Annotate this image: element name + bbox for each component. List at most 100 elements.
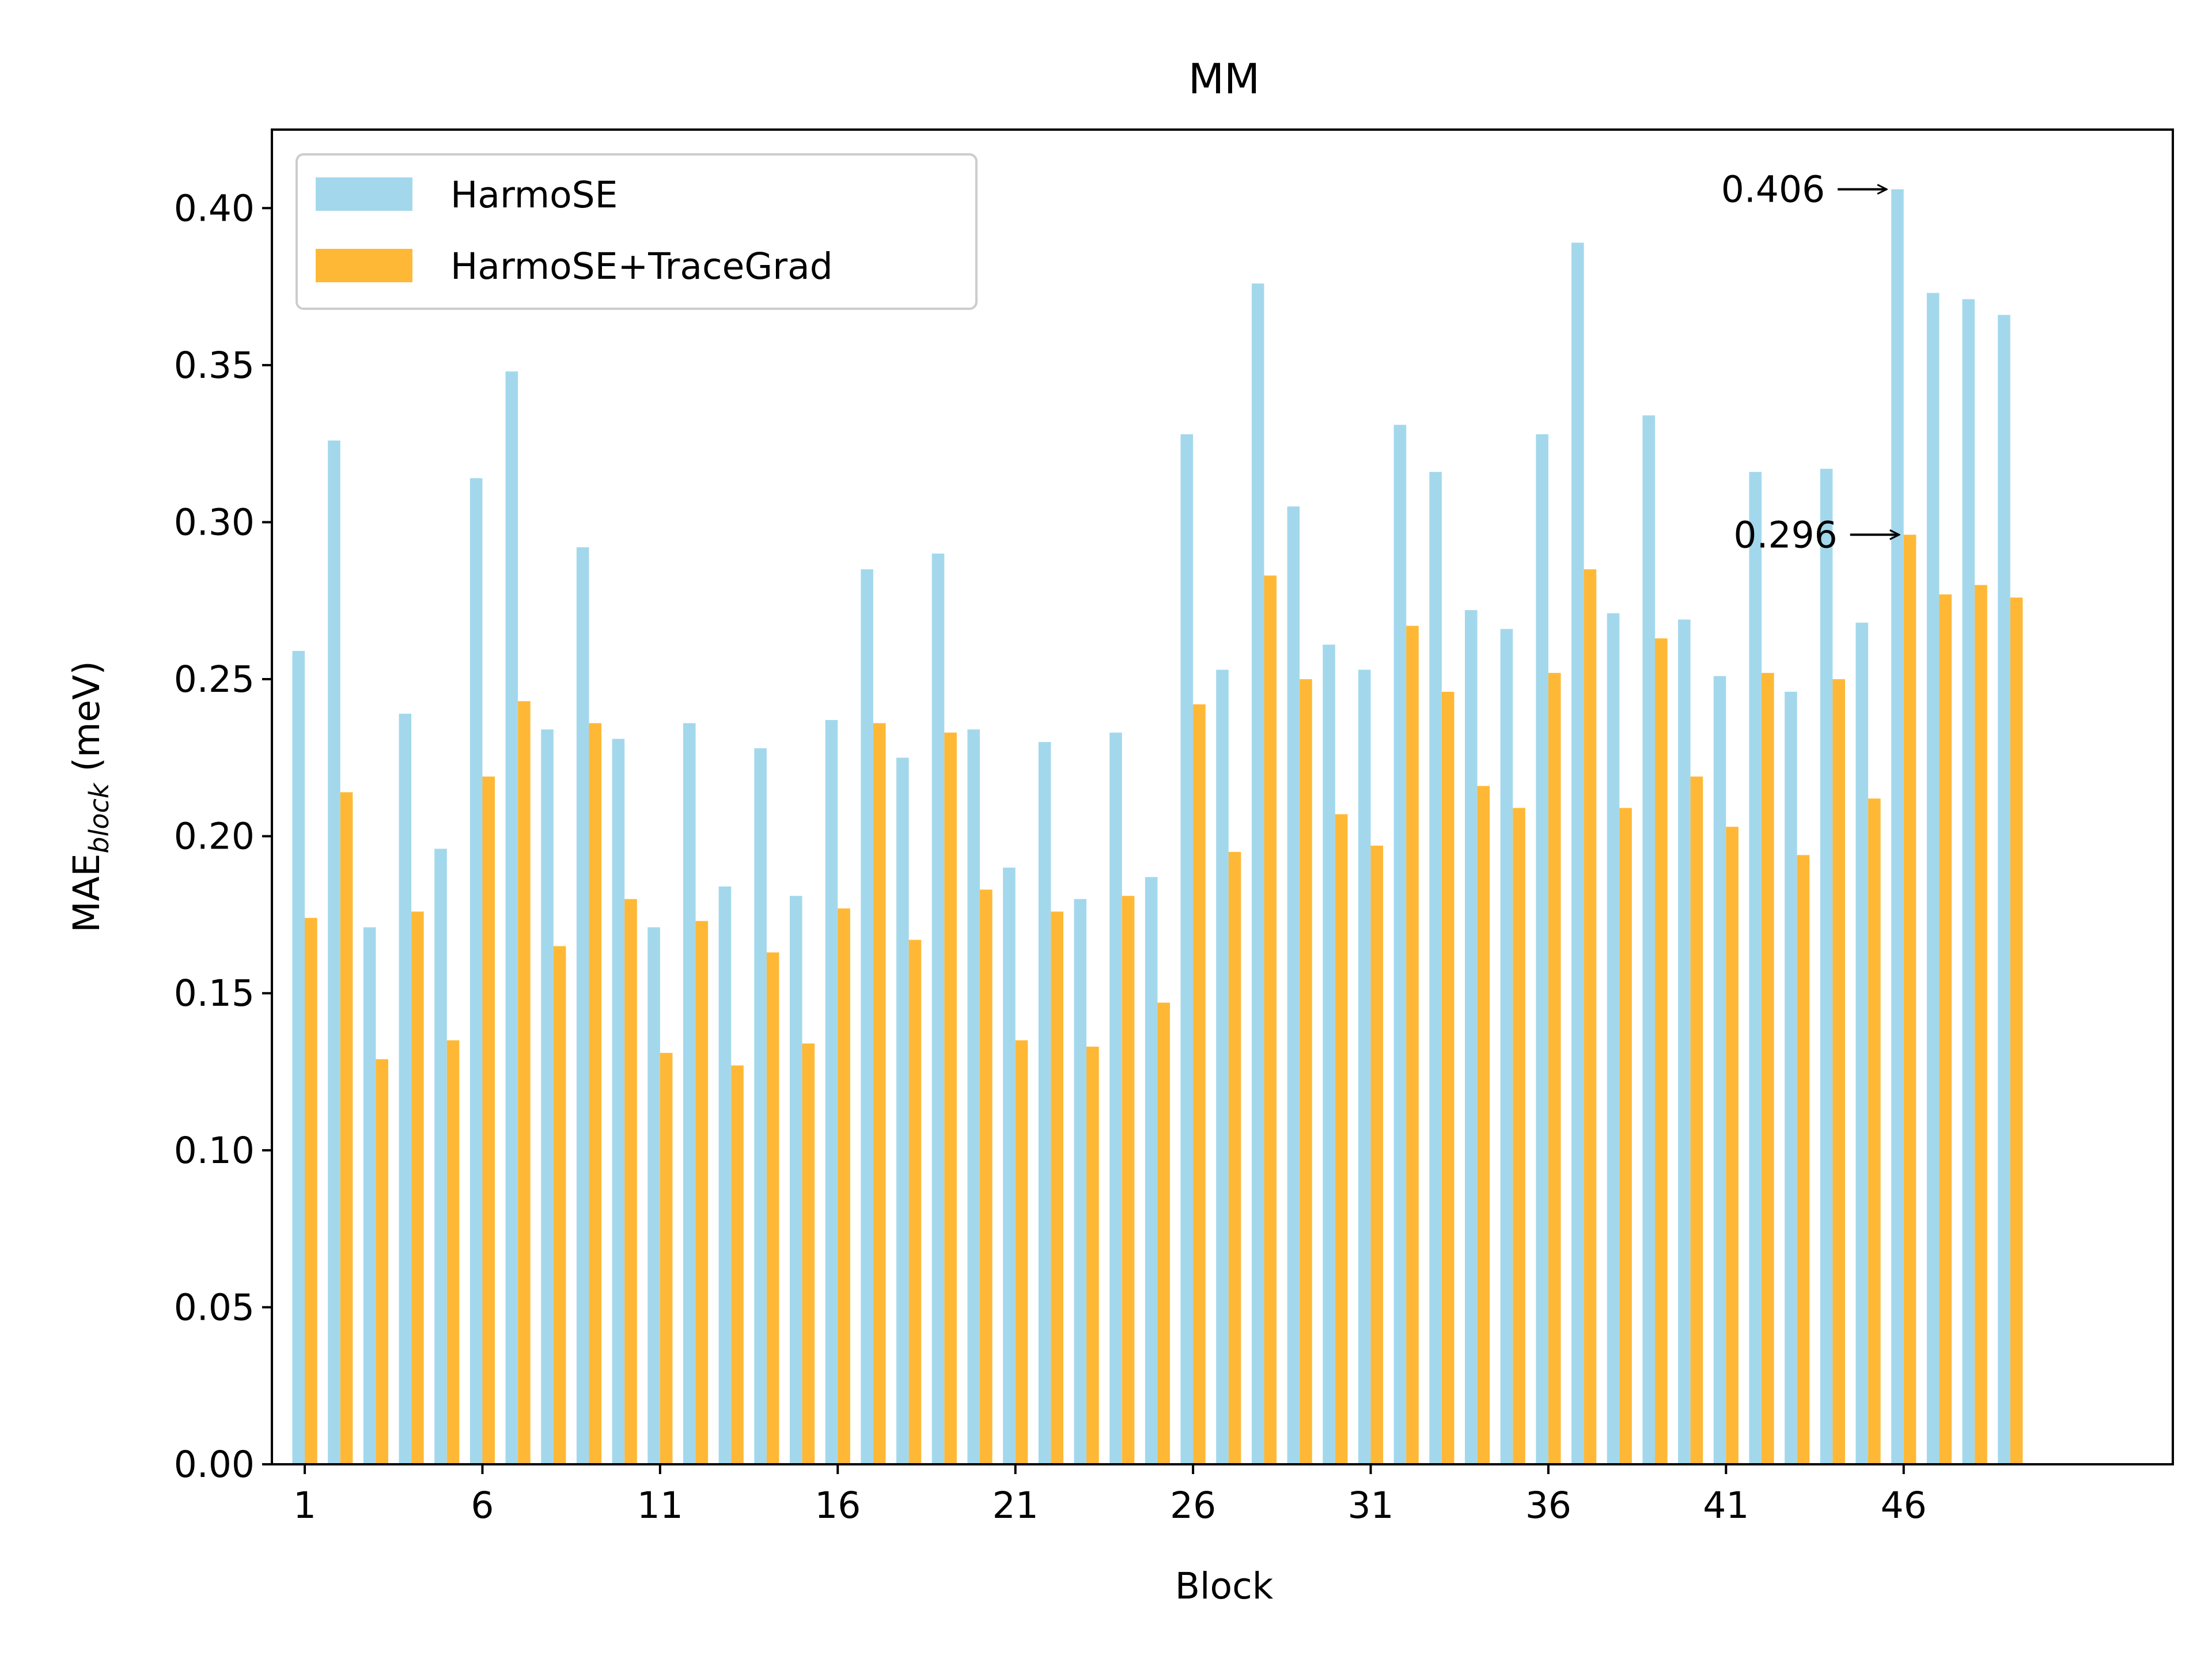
plot-area bbox=[292, 189, 2023, 1465]
bar-harmose-tracegrad-block-23 bbox=[1086, 1046, 1099, 1464]
bar-harmose-tracegrad-block-43 bbox=[1797, 855, 1810, 1464]
bar-harmose-tracegrad-block-6 bbox=[482, 777, 495, 1464]
bar-harmose-block-46 bbox=[1891, 189, 1904, 1464]
chart-title: MM bbox=[1188, 55, 1260, 103]
bar-harmose-block-9 bbox=[576, 547, 589, 1464]
legend: HarmoSE HarmoSE+TraceGrad bbox=[296, 153, 978, 310]
bar-harmose-tracegrad-block-29 bbox=[1300, 679, 1312, 1464]
bar-harmose-block-49 bbox=[1998, 315, 2010, 1464]
bar-harmose-block-13 bbox=[718, 886, 732, 1464]
bar-harmose-tracegrad-block-33 bbox=[1441, 691, 1455, 1464]
bar-harmose-block-34 bbox=[1464, 610, 1478, 1464]
bar-harmose-tracegrad-block-9 bbox=[589, 723, 602, 1464]
y-axis-label-unit: (meV) bbox=[66, 661, 108, 783]
x-axis-label: Block bbox=[1175, 1565, 1274, 1607]
bar-harmose-tracegrad-block-14 bbox=[766, 952, 779, 1464]
bar-harmose-block-10 bbox=[612, 738, 625, 1464]
bar-harmose-block-30 bbox=[1323, 645, 1335, 1464]
annotation-label: 0.296 bbox=[1733, 514, 1837, 556]
annotations: 0.406 0.296 bbox=[1721, 169, 1899, 556]
y-axis: 0.00 0.05 0.10 0.15 0.20 0.25 0.30 0.35 0.40 bbox=[174, 187, 272, 1486]
bar-harmose-block-36 bbox=[1536, 434, 1548, 1464]
bar-harmose-tracegrad-block-44 bbox=[1832, 679, 1845, 1464]
bar-harmose-block-33 bbox=[1429, 472, 1442, 1464]
bar-harmose-tracegrad-block-5 bbox=[446, 1040, 460, 1464]
bar-harmose-block-15 bbox=[790, 896, 802, 1464]
bar-harmose-block-20 bbox=[967, 729, 980, 1464]
bar-harmose-block-28 bbox=[1251, 283, 1264, 1464]
bar-harmose-tracegrad-block-31 bbox=[1370, 846, 1384, 1464]
bar-harmose-tracegrad-block-12 bbox=[695, 921, 709, 1464]
bar-harmose-block-24 bbox=[1109, 732, 1122, 1464]
bar-harmose-tracegrad-block-37 bbox=[1584, 569, 1597, 1464]
bar-harmose-block-48 bbox=[1962, 299, 1975, 1464]
y-axis-label-subscript: block bbox=[84, 782, 115, 853]
legend-label-harmose: HarmoSE bbox=[450, 174, 618, 216]
x-tick-label: 46 bbox=[1881, 1484, 1927, 1527]
bar-harmose-block-5 bbox=[434, 849, 447, 1464]
bar-harmose-block-41 bbox=[1713, 676, 1726, 1464]
bar-harmose-tracegrad-block-27 bbox=[1228, 851, 1241, 1464]
bar-harmose-tracegrad-block-28 bbox=[1264, 575, 1277, 1464]
bar-harmose-block-7 bbox=[505, 371, 518, 1464]
x-tick-label: 31 bbox=[1347, 1484, 1393, 1527]
bar-harmose-block-37 bbox=[1571, 243, 1584, 1464]
annotation-label: 0.406 bbox=[1721, 169, 1825, 211]
y-axis-label: MAEblock (meV) bbox=[66, 661, 115, 933]
bar-harmose-tracegrad-block-3 bbox=[376, 1059, 389, 1464]
bar-harmose-block-44 bbox=[1820, 468, 1833, 1464]
bar-harmose-block-26 bbox=[1180, 434, 1194, 1464]
bar-harmose-block-17 bbox=[861, 569, 873, 1464]
bar-harmose-tracegrad-block-15 bbox=[802, 1043, 815, 1464]
bar-harmose-tracegrad-block-16 bbox=[838, 908, 850, 1464]
bar-harmose-tracegrad-block-7 bbox=[518, 701, 531, 1464]
bar-harmose-tracegrad-block-36 bbox=[1548, 673, 1561, 1464]
bar-harmose-block-45 bbox=[1855, 622, 1869, 1464]
bar-harmose-tracegrad-block-4 bbox=[411, 911, 424, 1464]
bar-harmose-block-8 bbox=[541, 729, 554, 1464]
y-tick-label: 0.30 bbox=[174, 501, 255, 543]
y-axis-label-main: MAE bbox=[66, 854, 108, 933]
bar-harmose-tracegrad-block-46 bbox=[1903, 535, 1916, 1464]
bar-harmose-block-23 bbox=[1074, 899, 1087, 1464]
bar-harmose-tracegrad-block-13 bbox=[731, 1065, 744, 1464]
bar-harmose-tracegrad-block-48 bbox=[1975, 585, 1987, 1464]
bar-harmose-block-40 bbox=[1678, 619, 1691, 1464]
bar-harmose-tracegrad-block-40 bbox=[1690, 777, 1703, 1464]
x-tick-label: 41 bbox=[1703, 1484, 1749, 1527]
bar-harmose-tracegrad-block-21 bbox=[1015, 1040, 1028, 1464]
bar-harmose-block-22 bbox=[1038, 742, 1051, 1464]
x-tick-label: 26 bbox=[1170, 1484, 1216, 1527]
bar-harmose-block-32 bbox=[1393, 425, 1407, 1464]
x-tick-label: 21 bbox=[993, 1484, 1039, 1527]
bar-harmose-tracegrad-block-41 bbox=[1726, 827, 1738, 1464]
legend-swatch-harmose-tracegrad bbox=[316, 249, 412, 282]
y-tick-label: 0.05 bbox=[174, 1286, 255, 1328]
bar-harmose-tracegrad-block-47 bbox=[1939, 594, 1952, 1464]
bar-harmose-tracegrad-block-35 bbox=[1513, 808, 1525, 1464]
x-tick-label: 1 bbox=[293, 1484, 316, 1527]
bar-harmose-block-14 bbox=[754, 748, 767, 1464]
bar-harmose-block-43 bbox=[1785, 691, 1797, 1464]
legend-label-harmose-tracegrad: HarmoSE+TraceGrad bbox=[450, 245, 833, 287]
bar-harmose-tracegrad-block-49 bbox=[2010, 597, 2023, 1464]
y-tick-label: 0.35 bbox=[174, 344, 255, 387]
bar-harmose-block-35 bbox=[1500, 628, 1513, 1464]
bar-harmose-block-38 bbox=[1607, 613, 1620, 1464]
bar-harmose-tracegrad-block-1 bbox=[305, 918, 317, 1464]
legend-box bbox=[296, 153, 978, 310]
y-tick-label: 0.40 bbox=[174, 187, 255, 229]
bar-harmose-tracegrad-block-22 bbox=[1051, 911, 1063, 1464]
bar-harmose-block-11 bbox=[647, 927, 660, 1464]
x-tick-label: 36 bbox=[1525, 1484, 1571, 1527]
bar-harmose-tracegrad-block-19 bbox=[944, 732, 957, 1464]
y-tick-label: 0.20 bbox=[174, 816, 255, 858]
y-tick-label: 0.00 bbox=[174, 1444, 255, 1486]
bar-harmose-block-39 bbox=[1642, 415, 1655, 1464]
bar-harmose-tracegrad-block-10 bbox=[624, 899, 637, 1464]
bar-harmose-block-6 bbox=[469, 478, 483, 1464]
y-tick-label: 0.15 bbox=[174, 972, 255, 1014]
bar-harmose-block-18 bbox=[896, 757, 909, 1464]
bar-harmose-block-4 bbox=[399, 714, 412, 1464]
